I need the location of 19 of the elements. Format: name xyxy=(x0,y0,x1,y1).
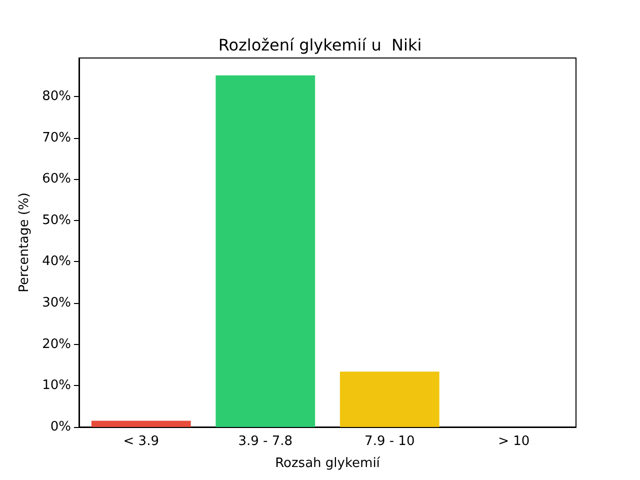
y-tick-label: 30% xyxy=(42,296,71,311)
bar xyxy=(91,420,191,427)
chart-title: Rozložení glykemií u Niki xyxy=(218,36,422,54)
y-tick-label: 80% xyxy=(42,88,71,104)
x-tick-label: 3.9 - 7.8 xyxy=(238,434,293,449)
y-tick-label: 60% xyxy=(42,172,71,187)
y-tick-label: 40% xyxy=(42,254,71,270)
x-axis-title: Rozsah glykemií xyxy=(275,456,380,471)
bar xyxy=(340,372,440,427)
x-tick-label: < 3.9 xyxy=(123,434,159,449)
y-tick-label: 20% xyxy=(42,336,71,352)
y-tick-label: 0% xyxy=(50,420,71,434)
y-tick-label: 10% xyxy=(42,378,71,394)
x-tick-label: > 10 xyxy=(498,434,530,449)
y-tick-label: 70% xyxy=(42,130,71,146)
x-tick-label: 7.9 - 10 xyxy=(364,434,415,449)
y-axis-title: Percentage (%) xyxy=(17,192,32,292)
y-tick-label: 50% xyxy=(42,212,71,228)
bar xyxy=(216,75,316,427)
